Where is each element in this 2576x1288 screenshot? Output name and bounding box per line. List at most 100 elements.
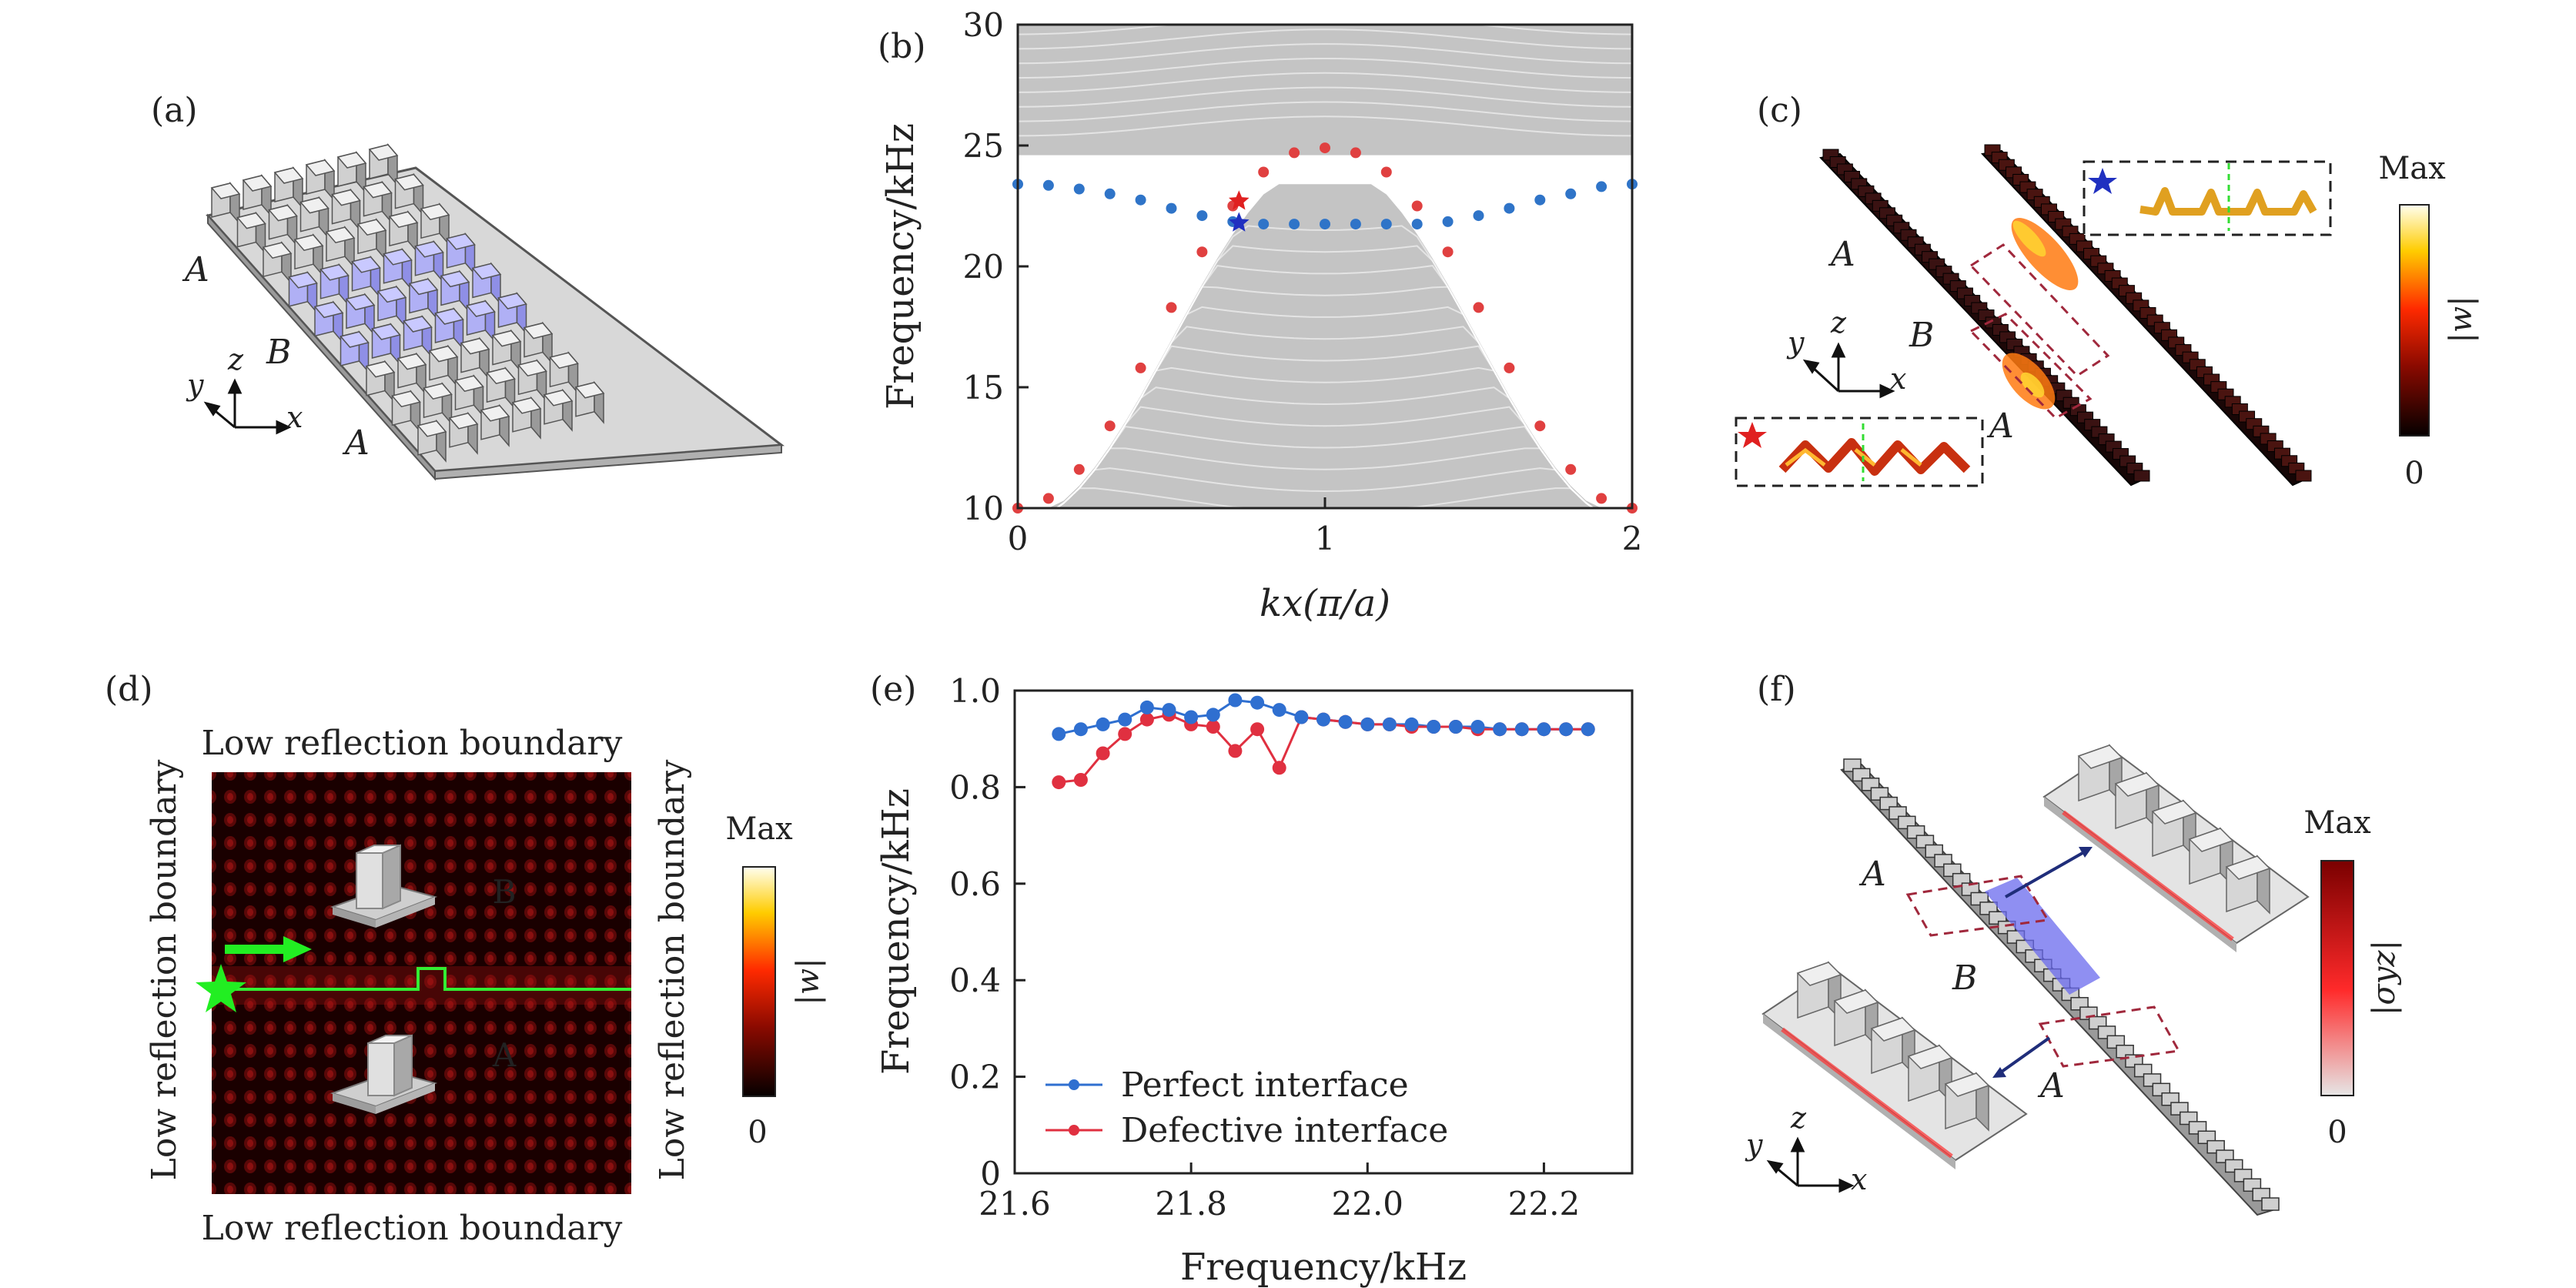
panel-e-y-tick-label: 1.0 bbox=[949, 672, 1001, 710]
panel-f-zoom-lower bbox=[1761, 961, 2028, 1169]
panel-f-region-label: B bbox=[1952, 958, 1977, 998]
panel-b-ticks: 0 1 2 10 15 20 25 30 bbox=[963, 6, 1643, 557]
panel-e-ticks: 21.6 21.8 22.0 22.2 0 0.2 0.4 0.6 0.8 1.0 bbox=[949, 672, 1580, 1223]
panel-d-region-upper: B bbox=[493, 873, 517, 911]
panel-e-transmission-chart: 21.6 21.8 22.0 22.2 0 0.2 0.4 0.6 0.8 1.0 Perfect… bbox=[875, 672, 1634, 1288]
panel-b-data-point bbox=[1289, 219, 1300, 230]
panel-d-colorbar-min: 0 bbox=[748, 1115, 767, 1150]
panel-c-selection-box bbox=[1969, 313, 2093, 420]
panel-b-data-point bbox=[1411, 200, 1423, 212]
panel-b-data-point bbox=[1380, 166, 1392, 178]
panel-a-axis-y: y bbox=[186, 368, 204, 402]
panel-f-selection-box bbox=[1905, 875, 2050, 937]
panel-b-bulk-band-line bbox=[1017, 225, 1633, 524]
panel-c-colorbar-min: 0 bbox=[2404, 456, 2424, 491]
panel-c-axis-x: x bbox=[1890, 362, 1906, 396]
panel-b-data-point bbox=[1320, 142, 1330, 154]
panel-a-substrate-front bbox=[434, 443, 782, 480]
panel-b-data-point bbox=[1442, 216, 1454, 227]
panel-f-colorbar-max: Max bbox=[2303, 805, 2371, 841]
panel-d-field-map: Low reflection boundary Low reflection b… bbox=[145, 724, 826, 1248]
panel-b-bulk-band-line bbox=[1017, 57, 1633, 79]
panel-e-data-point bbox=[1514, 722, 1529, 737]
panel-e-data-point bbox=[1537, 722, 1551, 737]
panel-e-x-axis-label: Frequency/kHz bbox=[1180, 1246, 1467, 1288]
panel-c-axes-triad bbox=[1802, 342, 1895, 399]
panel-e-data-point bbox=[1448, 720, 1463, 734]
panel-a-region-label: A bbox=[342, 423, 370, 463]
panel-d-field-background bbox=[212, 772, 631, 1194]
panel-e-data-point bbox=[1316, 712, 1330, 727]
panel-label-b: (b) bbox=[878, 27, 926, 66]
panel-b-bulk-band-line bbox=[1017, 28, 1633, 50]
panel-e-data-point bbox=[1382, 717, 1397, 731]
panel-e-data-point bbox=[1581, 722, 1595, 737]
panel-b-data-point bbox=[1258, 166, 1270, 178]
panel-b-data-point bbox=[1473, 302, 1484, 313]
panel-b-bulk-band-line bbox=[1017, 447, 1633, 524]
panel-e-y-tick-label: 0.4 bbox=[949, 962, 1001, 999]
panel-b-data-point bbox=[1135, 194, 1146, 206]
panel-b-data-point bbox=[1350, 219, 1361, 230]
panel-b-bulk-band-line bbox=[1017, 43, 1633, 65]
panel-b-data-point bbox=[1196, 210, 1208, 222]
panel-b-data-point bbox=[1473, 210, 1484, 222]
panel-b-bulk-band-line bbox=[1017, 426, 1633, 524]
panel-a-illustration: A B A z y x bbox=[182, 142, 785, 481]
panel-b-data-point bbox=[1534, 420, 1546, 432]
panel-f-axis-x: x bbox=[1851, 1163, 1867, 1196]
panel-b-data-point bbox=[1042, 179, 1054, 191]
panel-b-y-tick-label: 10 bbox=[963, 490, 1004, 527]
panel-e-data-point bbox=[1228, 693, 1243, 708]
panel-d-boundary-left: Low reflection boundary bbox=[145, 760, 184, 1181]
panel-b-bulk-band-line bbox=[1017, 86, 1633, 108]
panel-e-y-tick-label: 0.6 bbox=[949, 865, 1001, 903]
panel-b-bulk-band-lines bbox=[1017, 24, 1633, 524]
panel-e-data-point bbox=[1162, 703, 1176, 718]
panel-f-defect-region bbox=[1985, 878, 2100, 995]
panel-d-colorbar bbox=[742, 866, 776, 1097]
panel-e-y-tick-label: 0.2 bbox=[949, 1059, 1001, 1096]
panel-e-data-point bbox=[1559, 722, 1574, 737]
panel-b-data-point bbox=[1565, 188, 1577, 199]
panel-e-legend: Perfect interface Defective interface bbox=[1045, 1066, 1448, 1150]
panel-c-strip-teeth bbox=[1984, 144, 2312, 482]
panel-e-data-point bbox=[1096, 717, 1110, 731]
panel-label-f: (f) bbox=[1757, 670, 1796, 709]
panel-c-mode-hotspot bbox=[2020, 372, 2045, 398]
panel-c-region-label: A bbox=[1828, 235, 1855, 274]
panel-f-illustration: A B A z y x Max 0 |σyz| bbox=[1745, 744, 2402, 1216]
panel-label-c: (c) bbox=[1757, 91, 1802, 130]
panel-f-colorbar-min: 0 bbox=[2327, 1115, 2347, 1150]
panel-d-boundary-bottom: Low reflection boundary bbox=[202, 1209, 623, 1248]
panel-d-boundary-top: Low reflection boundary bbox=[202, 724, 623, 763]
panel-e-series bbox=[1052, 693, 1595, 790]
panel-b-data-point bbox=[1504, 202, 1515, 214]
panel-e-data-point bbox=[1404, 717, 1419, 731]
panel-d-region-lower: A bbox=[492, 1036, 517, 1074]
panel-e-plot-frame bbox=[1013, 689, 1634, 1175]
panel-a-axis-z: z bbox=[227, 343, 244, 376]
panel-b-y-tick-label: 30 bbox=[963, 6, 1004, 44]
panel-d-unit-cell-b bbox=[330, 844, 438, 928]
panel-f-colorbar-quantity: |σyz| bbox=[2367, 940, 2402, 1015]
panel-c-axis-y: y bbox=[1786, 326, 1805, 360]
panel-b-bulk-upper bbox=[1018, 25, 1632, 156]
panel-d-colorbar-quantity: |w| bbox=[791, 958, 826, 1005]
panel-e-data-point bbox=[1118, 712, 1132, 727]
panel-c-illustration: A B A z y x Max 0 |w| bbox=[1735, 144, 2479, 491]
panel-c-mode-hotspot bbox=[2012, 220, 2046, 257]
panel-c-inset-red-shape bbox=[1778, 438, 1971, 476]
panel-b-y-axis-label: Frequency/kHz bbox=[879, 123, 922, 410]
panel-b-x-tick-label: 2 bbox=[1622, 520, 1643, 557]
panel-label-e: (e) bbox=[870, 670, 916, 709]
panel-e-y-axis-label: Frequency/kHz bbox=[875, 788, 918, 1075]
panel-f-zoom-upper bbox=[2042, 744, 2310, 952]
panel-b-markers bbox=[1229, 190, 1250, 232]
panel-e-data-point bbox=[1184, 710, 1199, 724]
panel-f-zoom-arrow bbox=[1992, 847, 2093, 1078]
panel-b-data-point bbox=[1042, 493, 1054, 504]
panel-e-data-point bbox=[1073, 722, 1088, 737]
panel-a-pillar-array bbox=[210, 142, 605, 463]
